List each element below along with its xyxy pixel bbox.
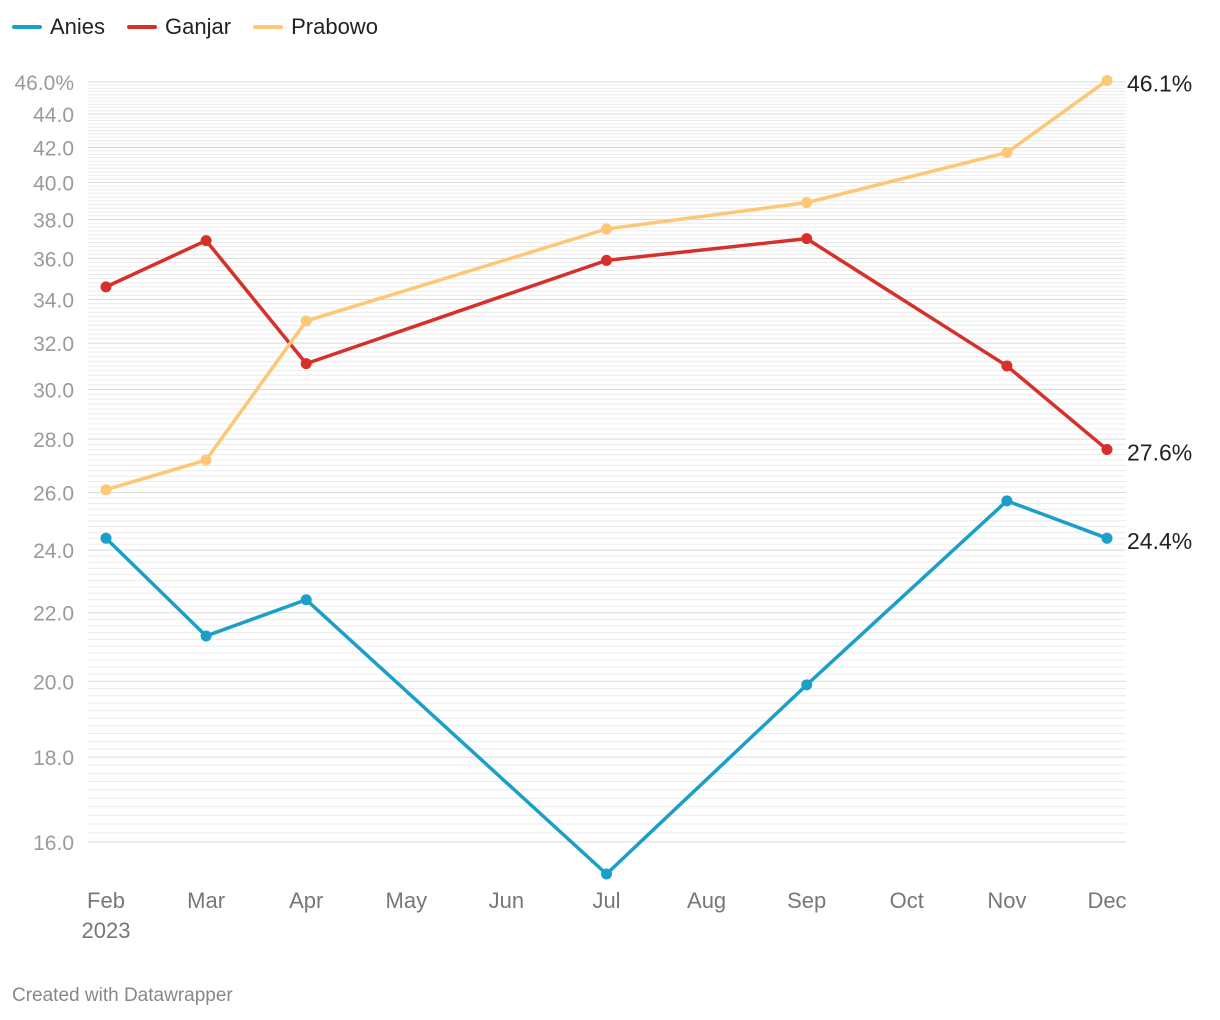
y-tick-label: 32.0 [33, 333, 74, 356]
y-tick-label: 28.0 [33, 429, 74, 452]
y-tick-label: 16.0 [33, 832, 74, 855]
data-point-anies [1101, 532, 1113, 544]
data-point-ganjar [100, 281, 112, 293]
data-point-ganjar [801, 233, 813, 245]
y-tick-label: 20.0 [33, 671, 74, 694]
y-tick-label: 38.0 [33, 209, 74, 232]
data-point-prabowo [1001, 147, 1013, 159]
data-point-prabowo [601, 223, 612, 235]
data-point-ganjar [1101, 444, 1113, 456]
x-tick-label: Jun [489, 888, 524, 913]
x-tick-label: Mar [187, 888, 225, 913]
data-point-prabowo [200, 454, 212, 466]
y-tick-label: 34.0 [33, 289, 74, 312]
y-tick-label: 30.0 [33, 380, 74, 403]
y-tick-label: 24.0 [33, 540, 74, 563]
data-point-anies [200, 630, 212, 642]
end-label-anies: 24.4% [1127, 528, 1192, 554]
data-point-prabowo [801, 197, 813, 209]
x-tick-label: Dec [1087, 888, 1126, 913]
data-point-ganjar [1001, 360, 1013, 372]
y-tick-label: 22.0 [33, 603, 74, 626]
x-tick-label: May [386, 888, 428, 913]
data-point-anies [1001, 495, 1013, 507]
footer-credit: Created with Datawrapper [12, 985, 233, 1006]
y-tick-label: 42.0 [33, 137, 74, 160]
data-point-prabowo [100, 484, 112, 496]
data-point-ganjar [300, 358, 312, 370]
data-point-anies [300, 594, 312, 606]
legend-swatch-prabowo [253, 25, 284, 29]
x-tick-label: Nov [987, 888, 1026, 913]
x-tick-label: Aug [687, 888, 726, 913]
data-point-ganjar [200, 235, 212, 247]
x-tick-label: Oct [890, 888, 924, 913]
data-point-anies [801, 679, 813, 691]
series-line-prabowo [104, 78, 1109, 492]
data-point-ganjar [601, 254, 612, 266]
x-tick-label: Feb [87, 888, 125, 913]
legend-swatch-anies [12, 25, 42, 29]
data-point-prabowo [300, 315, 312, 327]
legend-label-anies: Anies [50, 14, 106, 39]
legend-item-ganjar: Ganjar [127, 14, 231, 40]
y-tick-label: 18.0 [33, 747, 74, 770]
data-point-anies [601, 868, 612, 880]
x-year-label: 2023 [82, 918, 131, 943]
y-tick-label: 46.0% [14, 72, 74, 95]
legend-item-prabowo: Prabowo [253, 14, 378, 40]
end-label-ganjar: 27.6% [1127, 440, 1192, 466]
legend-item-anies: Anies [12, 14, 105, 40]
y-tick-label: 36.0 [33, 248, 74, 271]
end-label-prabowo: 46.1% [1127, 70, 1192, 96]
y-tick-label: 40.0 [33, 173, 74, 196]
data-point-prabowo [1101, 74, 1113, 86]
line-chart: 46.0% 44.0 42.0 40.0 38.0 36.0 34.0 32.0 30.0 28.… [14, 70, 1192, 943]
data-point-anies [100, 532, 112, 544]
legend-label-ganjar: Ganjar [165, 14, 232, 39]
x-tick-label: Apr [289, 888, 323, 913]
legend-label-prabowo: Prabowo [291, 14, 378, 39]
x-tick-label: Jul [592, 888, 620, 913]
series-line-anies [104, 499, 1109, 876]
y-tick-label: 26.0 [33, 482, 74, 505]
legend-swatch-ganjar [127, 25, 158, 29]
y-tick-label: 44.0 [33, 104, 74, 127]
x-tick-label: Sep [787, 888, 826, 913]
legend: Anies Ganjar Prabowo [12, 14, 378, 40]
